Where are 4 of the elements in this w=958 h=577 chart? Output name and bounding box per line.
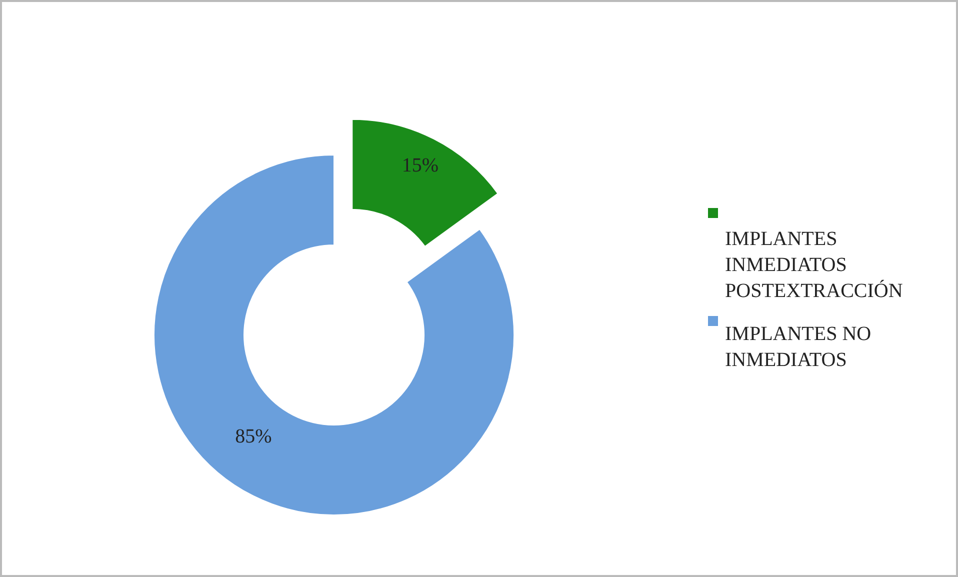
data-label: 15%: [402, 154, 439, 177]
legend-label: IMPLANTES INMEDIATOS POSTEXTRACCIÓN: [725, 228, 903, 302]
data-label: 85%: [235, 425, 272, 448]
legend-label: IMPLANTES NO INMEDIATOS: [725, 323, 872, 371]
